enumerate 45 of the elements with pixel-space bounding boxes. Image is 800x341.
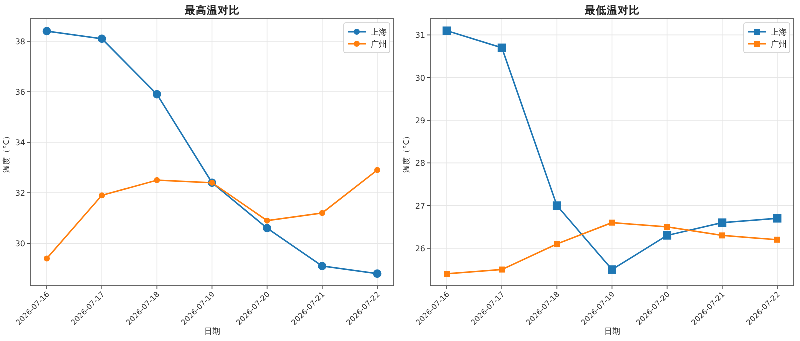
y-tick-label: 29 (415, 116, 426, 126)
point (98, 34, 106, 44)
point (42, 27, 52, 36)
legend-label: 上海 (371, 28, 387, 37)
point (663, 231, 672, 240)
point (374, 167, 380, 174)
point (318, 262, 327, 270)
point (608, 266, 616, 274)
y-tick-label: 38 (15, 37, 26, 46)
y-tick-label: 30 (415, 74, 426, 83)
legend-label: 上海 (771, 28, 787, 37)
point (99, 192, 106, 199)
point (373, 270, 382, 278)
point (719, 232, 726, 239)
chart-title: 最高温对比 (184, 4, 240, 17)
x-axis-title: 日期 (604, 327, 620, 336)
point (444, 271, 450, 278)
legend-label: 广州 (771, 40, 787, 49)
point (319, 210, 326, 216)
y-tick-label: 31 (415, 31, 426, 40)
point (264, 218, 270, 224)
y-tick-label: 36 (15, 88, 26, 97)
y-tick-label: 26 (415, 244, 426, 254)
point (498, 44, 506, 52)
point (554, 241, 560, 248)
point (152, 90, 162, 99)
point (718, 218, 727, 228)
y-tick-label: 27 (415, 202, 426, 211)
point (773, 214, 782, 223)
point (263, 224, 272, 233)
point (442, 26, 452, 36)
point (499, 266, 506, 273)
point (44, 256, 50, 262)
x-axis-title: 日期 (204, 327, 220, 336)
y-tick-label: 30 (15, 240, 26, 249)
y-tick-label: 34 (15, 138, 26, 148)
point (154, 177, 160, 184)
point (664, 224, 670, 230)
legend-label: 广州 (371, 40, 387, 49)
chart-title: 最低温对比 (584, 4, 640, 17)
y-tick-label: 28 (415, 159, 426, 168)
y-tick-label: 32 (15, 189, 26, 198)
point (552, 202, 562, 210)
point (609, 220, 616, 226)
point (774, 236, 780, 243)
